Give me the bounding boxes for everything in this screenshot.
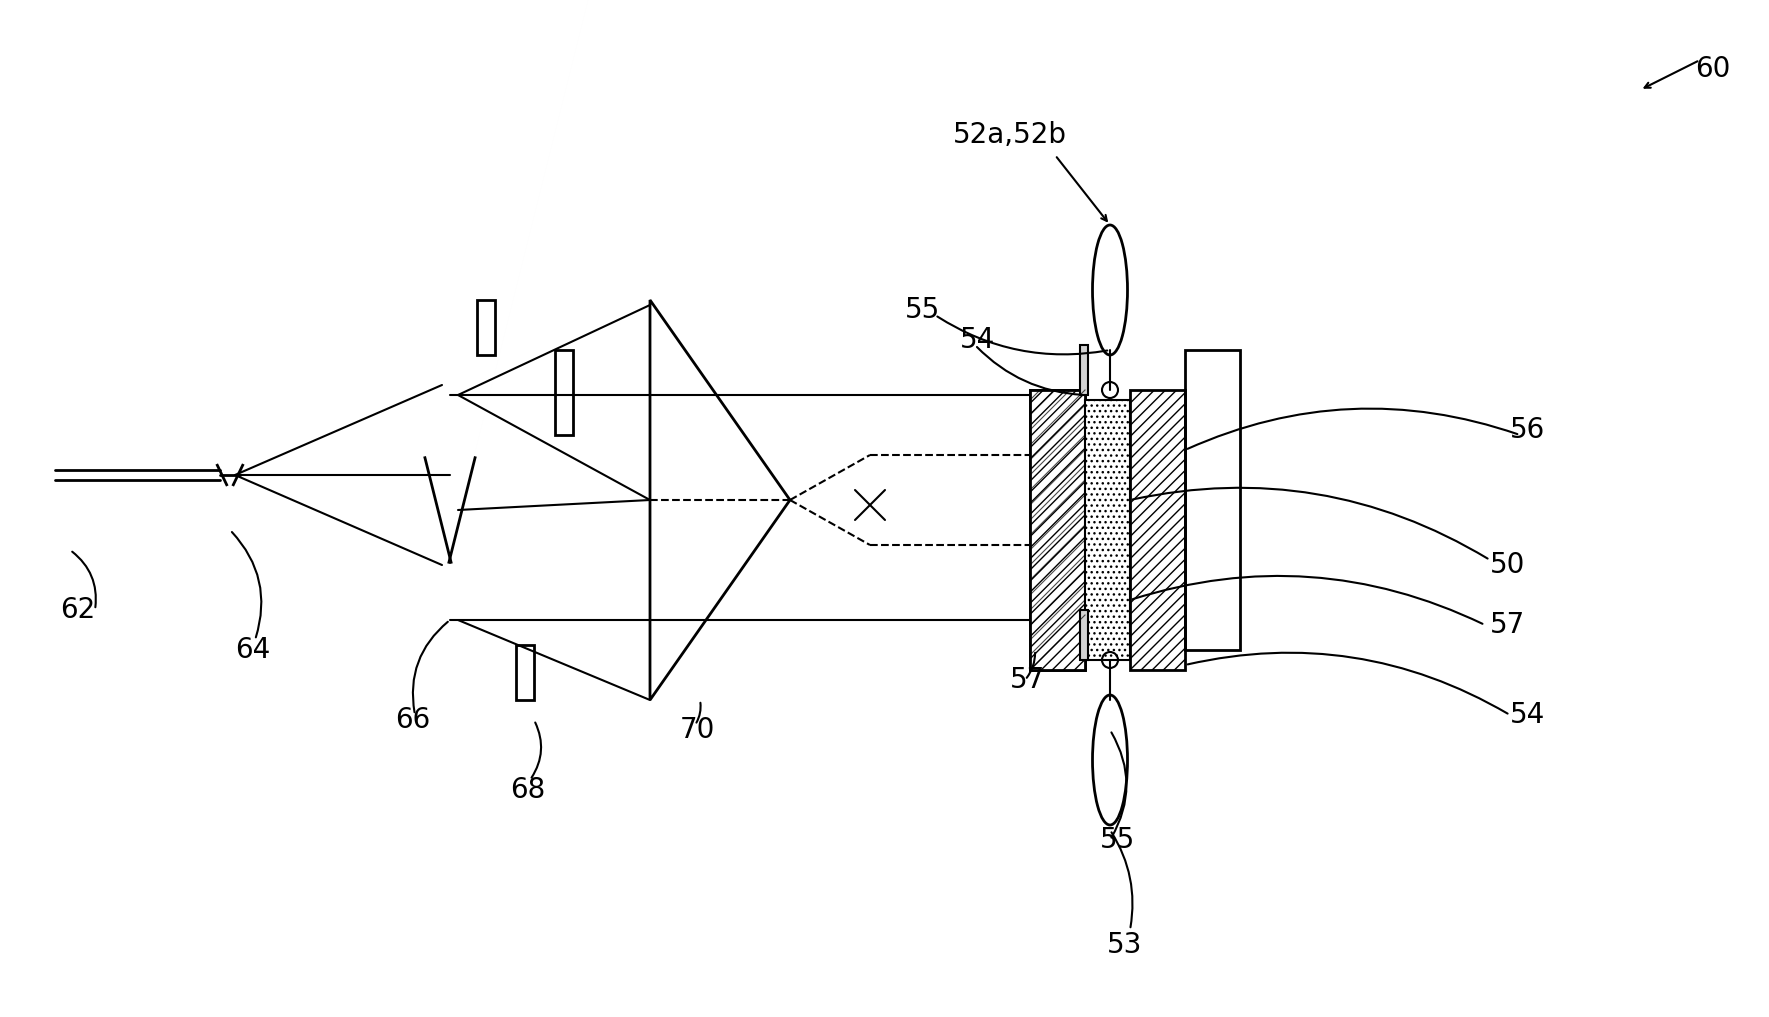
- Text: 64: 64: [235, 636, 271, 664]
- Bar: [1130, 390, 1185, 670]
- Ellipse shape: [1093, 695, 1127, 825]
- Bar: [1185, 350, 1240, 650]
- Bar: [1030, 390, 1084, 670]
- Ellipse shape: [1093, 225, 1127, 355]
- Text: 55: 55: [1100, 826, 1136, 854]
- Bar: [517, 645, 534, 700]
- Text: 66: 66: [394, 706, 430, 734]
- Text: 53: 53: [1107, 931, 1143, 959]
- Text: 68: 68: [509, 776, 545, 804]
- Text: 57: 57: [1010, 666, 1045, 694]
- Bar: [1084, 400, 1130, 660]
- Text: 54: 54: [961, 326, 996, 354]
- Text: 70: 70: [679, 716, 715, 744]
- Text: 57: 57: [1489, 611, 1525, 639]
- Bar: [1030, 390, 1084, 670]
- Bar: [1081, 345, 1088, 395]
- Text: 52a,52b: 52a,52b: [953, 121, 1067, 149]
- Text: 50: 50: [1489, 551, 1525, 579]
- Text: 54: 54: [1511, 701, 1546, 729]
- Text: 62: 62: [60, 596, 96, 624]
- Text: 56: 56: [1511, 416, 1546, 444]
- Bar: [555, 350, 573, 435]
- Bar: [1081, 610, 1088, 660]
- Text: 60: 60: [1695, 55, 1730, 83]
- Text: 55: 55: [906, 296, 941, 324]
- Bar: [478, 300, 495, 355]
